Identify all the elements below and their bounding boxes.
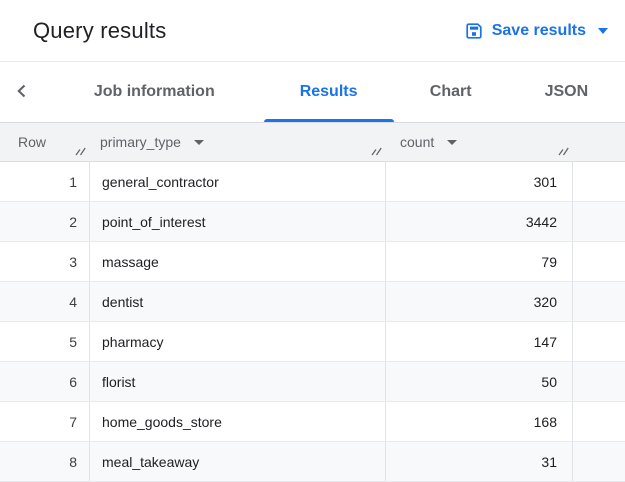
- column-menu-caret-down-icon[interactable]: [447, 139, 458, 145]
- count-cell: 79: [386, 242, 573, 281]
- table-row: 5 pharmacy 147: [0, 322, 625, 362]
- table-row: 2 point_of_interest 3442: [0, 202, 625, 242]
- column-resize-handle-icon[interactable]: [557, 143, 570, 159]
- primary-type-cell: massage: [90, 242, 386, 281]
- count-cell: 301: [386, 162, 573, 201]
- row-number-cell: 2: [0, 202, 90, 241]
- count-cell: 3442: [386, 202, 573, 241]
- primary-type-cell: home_goods_store: [90, 402, 386, 441]
- count-cell: 168: [386, 402, 573, 441]
- primary-type-cell: florist: [90, 362, 386, 401]
- table-row: 4 dentist 320: [0, 282, 625, 322]
- tab-json[interactable]: JSON: [544, 83, 589, 100]
- column-header-count-label: count: [400, 134, 435, 150]
- table-row: 1 general_contractor 301: [0, 162, 625, 202]
- column-header-primary-type: primary_type: [90, 123, 386, 161]
- table-body: 1 general_contractor 301 2 point_of_inte…: [0, 162, 625, 482]
- row-number-cell: 7: [0, 402, 90, 441]
- row-number-cell: 4: [0, 282, 90, 321]
- table-row: 8 meal_takeaway 31: [0, 442, 625, 482]
- save-results-label: Save results: [491, 21, 586, 39]
- filler-cell: [573, 242, 625, 281]
- row-number-cell: 5: [0, 322, 90, 361]
- tab-job-information[interactable]: Job information: [93, 83, 215, 100]
- caret-down-icon: [598, 27, 608, 34]
- column-header-filler: [573, 123, 625, 161]
- table-row: 7 home_goods_store 168: [0, 402, 625, 442]
- column-header-primary-type-label: primary_type: [100, 134, 181, 150]
- column-menu-caret-down-icon[interactable]: [193, 139, 204, 145]
- count-cell: 147: [386, 322, 573, 361]
- column-resize-handle-icon[interactable]: [370, 143, 383, 159]
- filler-cell: [573, 442, 625, 481]
- column-header-count: count: [386, 123, 573, 161]
- save-results-button[interactable]: Save results: [463, 18, 610, 44]
- column-header-row: Row: [0, 123, 90, 161]
- filler-cell: [573, 202, 625, 241]
- primary-type-cell: meal_takeaway: [90, 442, 386, 481]
- count-cell: 320: [386, 282, 573, 321]
- primary-type-cell: general_contractor: [90, 162, 386, 201]
- results-tab-bar: Job information Results Chart JSON: [0, 62, 625, 123]
- row-number-cell: 3: [0, 242, 90, 281]
- count-cell: 50: [386, 362, 573, 401]
- primary-type-cell: point_of_interest: [90, 202, 386, 241]
- table-header-row: Row primary_type count: [0, 123, 625, 162]
- primary-type-cell: pharmacy: [90, 322, 386, 361]
- column-resize-handle-icon[interactable]: [74, 143, 87, 159]
- filler-cell: [573, 282, 625, 321]
- filler-cell: [573, 162, 625, 201]
- scroll-tabs-left-button[interactable]: [0, 62, 45, 122]
- chevron-left-icon: [12, 81, 32, 104]
- row-number-cell: 8: [0, 442, 90, 481]
- primary-type-cell: dentist: [90, 282, 386, 321]
- filler-cell: [573, 362, 625, 401]
- column-header-row-label: Row: [18, 134, 47, 150]
- tab-results[interactable]: Results: [263, 62, 394, 122]
- table-row: 6 florist 50: [0, 362, 625, 402]
- table-row: 3 massage 79: [0, 242, 625, 282]
- count-cell: 31: [386, 442, 573, 481]
- tab-chart[interactable]: Chart: [429, 83, 472, 100]
- query-results-header: Query results Save results: [0, 0, 625, 62]
- filler-cell: [573, 402, 625, 441]
- row-number-cell: 6: [0, 362, 90, 401]
- page-title: Query results: [33, 17, 167, 43]
- row-number-cell: 1: [0, 162, 90, 201]
- save-icon: [465, 22, 483, 40]
- filler-cell: [573, 322, 625, 361]
